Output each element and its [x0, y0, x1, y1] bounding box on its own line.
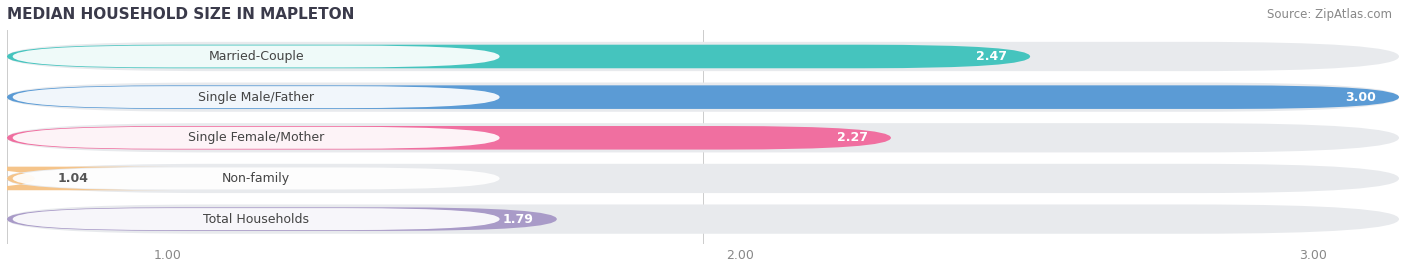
- Text: 2.47: 2.47: [976, 50, 1007, 63]
- Text: 1.79: 1.79: [503, 213, 534, 226]
- Text: Non-family: Non-family: [222, 172, 290, 185]
- FancyBboxPatch shape: [13, 86, 499, 108]
- Text: Single Male/Father: Single Male/Father: [198, 91, 314, 104]
- FancyBboxPatch shape: [7, 207, 557, 231]
- FancyBboxPatch shape: [7, 83, 1399, 112]
- FancyBboxPatch shape: [7, 42, 1399, 71]
- Text: 2.27: 2.27: [837, 131, 868, 144]
- Text: Married-Couple: Married-Couple: [208, 50, 304, 63]
- Text: Source: ZipAtlas.com: Source: ZipAtlas.com: [1267, 8, 1392, 21]
- FancyBboxPatch shape: [13, 168, 499, 189]
- FancyBboxPatch shape: [7, 45, 1031, 68]
- FancyBboxPatch shape: [7, 164, 1399, 193]
- Text: MEDIAN HOUSEHOLD SIZE IN MAPLETON: MEDIAN HOUSEHOLD SIZE IN MAPLETON: [7, 7, 354, 22]
- FancyBboxPatch shape: [13, 208, 499, 230]
- FancyBboxPatch shape: [7, 126, 891, 150]
- FancyBboxPatch shape: [13, 45, 499, 68]
- FancyBboxPatch shape: [0, 167, 173, 190]
- FancyBboxPatch shape: [7, 204, 1399, 234]
- Text: Single Female/Mother: Single Female/Mother: [188, 131, 325, 144]
- FancyBboxPatch shape: [7, 123, 1399, 153]
- Text: 1.04: 1.04: [58, 172, 89, 185]
- FancyBboxPatch shape: [7, 85, 1399, 109]
- Text: Total Households: Total Households: [202, 213, 309, 226]
- FancyBboxPatch shape: [13, 127, 499, 149]
- Text: 3.00: 3.00: [1346, 91, 1376, 104]
